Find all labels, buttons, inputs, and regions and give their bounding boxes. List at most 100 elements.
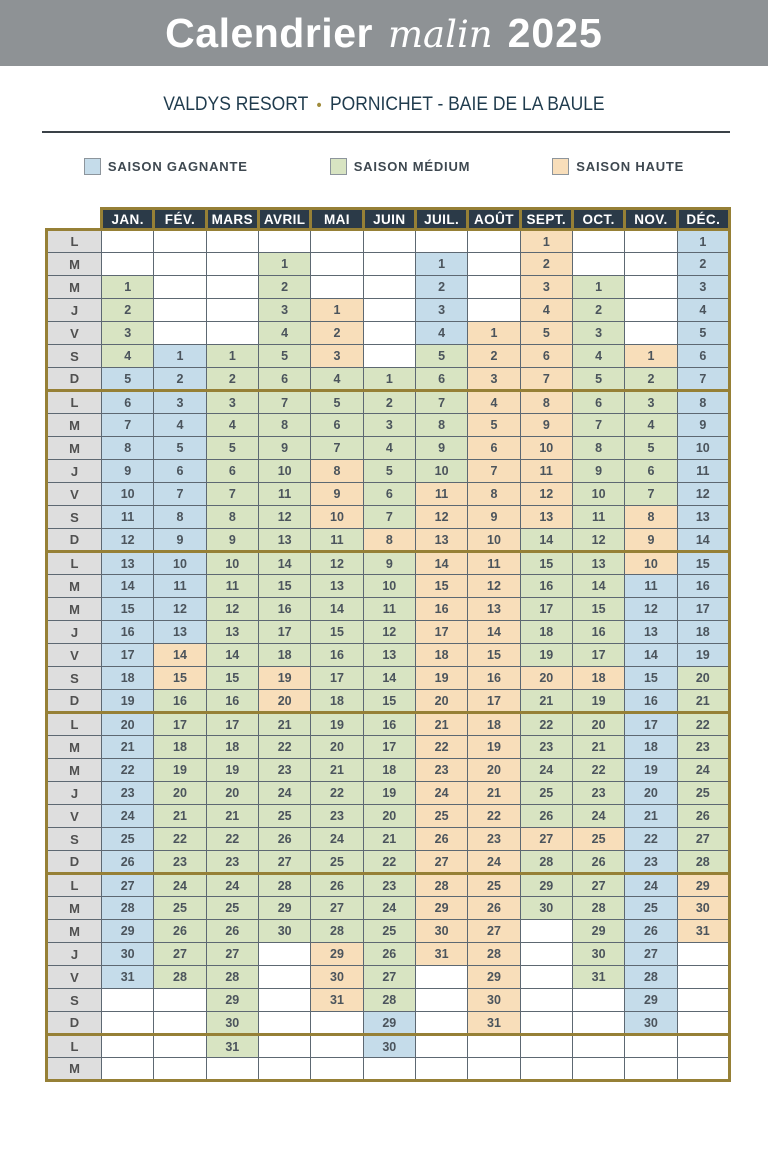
divider-line: [42, 131, 730, 133]
legend-label-medium: SAISON MÉDIUM: [353, 159, 471, 174]
day-cell: 1: [624, 344, 678, 368]
day-cell: 5: [467, 413, 521, 437]
day-cell: 15: [467, 643, 521, 667]
day-cell: 3: [153, 390, 207, 414]
title-main: Calendrier: [165, 10, 373, 56]
calendar-row: D 12 9 9 13 11 8 13 10 14 12 9 14: [46, 528, 731, 552]
day-cell: 11: [467, 551, 521, 575]
month-header-5: MAI: [309, 207, 365, 231]
day-cell: 12: [362, 620, 416, 644]
empty-cell: [257, 1011, 312, 1035]
day-cell: 6: [310, 413, 364, 437]
day-of-week-label: V: [46, 643, 102, 667]
month-header-9: SEPT.: [518, 207, 574, 231]
day-cell: 20: [362, 804, 416, 828]
calendar-row: J 23 20 20 24 22 19 24 21 25 23 20 25: [46, 781, 731, 805]
day-cell: 30: [414, 919, 469, 943]
day-cell: 21: [624, 804, 678, 828]
day-cell: 30: [676, 896, 731, 920]
month-header-12: DÉC.: [675, 207, 732, 231]
day-of-week-label: J: [46, 298, 102, 322]
day-cell: 11: [153, 574, 207, 598]
day-cell: 3: [571, 321, 626, 345]
empty-cell: [205, 275, 259, 299]
day-cell: 2: [257, 275, 312, 299]
empty-cell: [571, 1057, 626, 1081]
empty-cell: [153, 321, 207, 345]
day-cell: 8: [467, 482, 521, 506]
day-cell: 1: [153, 344, 207, 368]
day-cell: 4: [257, 321, 312, 345]
day-cell: 16: [571, 620, 626, 644]
day-cell: 24: [153, 873, 207, 897]
day-cell: 1: [257, 252, 312, 276]
day-cell: 18: [100, 666, 155, 690]
day-cell: 13: [100, 551, 155, 575]
day-cell: 21: [205, 804, 259, 828]
day-cell: 17: [519, 597, 573, 621]
day-cell: 31: [205, 1034, 259, 1058]
day-cell: 25: [414, 804, 469, 828]
week-block: L 31 30 M: [46, 1034, 731, 1081]
day-cell: 9: [205, 528, 259, 552]
day-cell: 10: [257, 459, 312, 483]
calendar-row: S 11 8 8 12 10 7 12 9 13 11 8 13: [46, 505, 731, 529]
empty-cell: [100, 1057, 155, 1081]
day-cell: 28: [310, 919, 364, 943]
day-cell: 13: [205, 620, 259, 644]
empty-cell: [571, 1011, 626, 1035]
day-cell: 2: [414, 275, 469, 299]
day-cell: 21: [571, 735, 626, 759]
empty-cell: [519, 1057, 573, 1081]
day-cell: 7: [414, 390, 469, 414]
day-of-week-label: M: [46, 252, 102, 276]
day-cell: 26: [100, 850, 155, 874]
day-cell: 15: [571, 597, 626, 621]
empty-cell: [257, 229, 312, 253]
day-cell: 5: [310, 390, 364, 414]
day-cell: 6: [467, 436, 521, 460]
day-cell: 18: [571, 666, 626, 690]
empty-cell: [467, 252, 521, 276]
day-cell: 16: [414, 597, 469, 621]
day-cell: 24: [571, 804, 626, 828]
day-cell: 31: [310, 988, 364, 1012]
day-cell: 6: [257, 367, 312, 391]
day-cell: 26: [205, 919, 259, 943]
day-cell: 26: [153, 919, 207, 943]
day-of-week-label: V: [46, 482, 102, 506]
day-cell: 15: [519, 551, 573, 575]
day-cell: 24: [205, 873, 259, 897]
day-cell: 17: [571, 643, 626, 667]
empty-cell: [153, 988, 207, 1012]
day-cell: 1: [571, 275, 626, 299]
day-of-week-label: S: [46, 505, 102, 529]
day-cell: 11: [362, 597, 416, 621]
day-cell: 18: [624, 735, 678, 759]
month-header-10: OCT.: [570, 207, 627, 231]
day-cell: 22: [362, 850, 416, 874]
day-cell: 10: [362, 574, 416, 598]
empty-cell: [362, 1057, 416, 1081]
day-of-week-label: J: [46, 620, 102, 644]
day-cell: 23: [205, 850, 259, 874]
empty-cell: [414, 1034, 469, 1058]
day-cell: 16: [676, 574, 731, 598]
day-cell: 25: [100, 827, 155, 851]
day-cell: 19: [676, 643, 731, 667]
empty-cell: [310, 1011, 364, 1035]
day-cell: 17: [676, 597, 731, 621]
day-cell: 29: [519, 873, 573, 897]
day-of-week-label: S: [46, 827, 102, 851]
day-cell: 23: [467, 827, 521, 851]
calendar-row: J 30 27 27 29 26 31 28 30 27: [46, 942, 731, 966]
day-cell: 20: [414, 689, 469, 713]
day-cell: 6: [519, 344, 573, 368]
day-cell: 13: [414, 528, 469, 552]
day-cell: 24: [624, 873, 678, 897]
day-of-week-label: M: [46, 275, 102, 299]
day-cell: 25: [676, 781, 731, 805]
day-cell: 7: [467, 459, 521, 483]
day-cell: 21: [257, 712, 312, 736]
